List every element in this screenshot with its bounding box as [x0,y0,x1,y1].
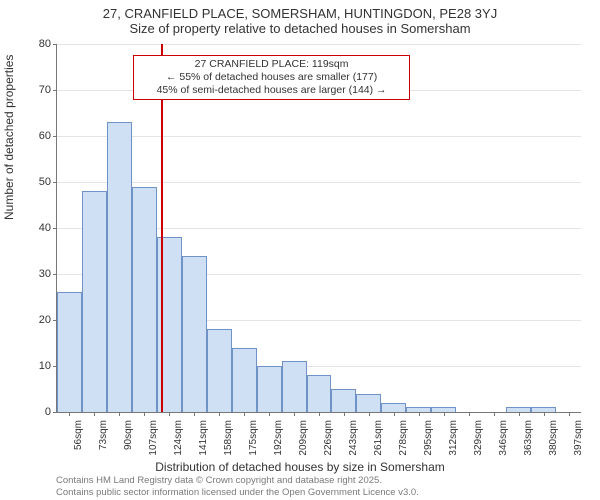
x-tick-label: 226sqm [323,418,334,456]
x-tick-mark [444,412,445,416]
annotation-line: 45% of semi-detached houses are larger (… [138,84,405,97]
x-tick-mark [94,412,95,416]
x-tick-label: 107sqm [148,418,159,456]
histogram-bar [282,361,307,412]
x-tick-mark [294,412,295,416]
histogram-bar [57,292,82,412]
x-tick-label: 261sqm [373,418,384,456]
x-tick-label: 363sqm [523,418,534,456]
x-tick-mark [144,412,145,416]
x-tick-mark [369,412,370,416]
y-tick-mark [53,228,57,229]
gridline [57,136,581,137]
x-tick-label: 73sqm [98,418,109,450]
y-tick-mark [53,90,57,91]
x-tick-label: 312sqm [448,418,459,456]
x-tick-mark [69,412,70,416]
x-tick-label: 278sqm [398,418,409,456]
x-axis-label: Distribution of detached houses by size … [0,460,600,474]
chart-title-line1: 27, CRANFIELD PLACE, SOMERSHAM, HUNTINGD… [0,0,600,21]
x-tick-label: 346sqm [498,418,509,456]
x-tick-mark [394,412,395,416]
histogram-bar [232,348,257,412]
x-tick-mark [119,412,120,416]
x-tick-label: 397sqm [573,418,584,456]
y-tick-mark [53,274,57,275]
x-tick-mark [169,412,170,416]
x-tick-mark [569,412,570,416]
annotation-box: 27 CRANFIELD PLACE: 119sqm← 55% of detac… [133,55,410,100]
gridline [57,44,581,45]
histogram-bar [132,187,157,412]
footer-line1: Contains HM Land Registry data © Crown c… [56,475,419,486]
histogram-bar [182,256,207,412]
chart-title-line2: Size of property relative to detached ho… [0,21,600,36]
x-tick-mark [544,412,545,416]
x-tick-label: 90sqm [123,418,134,450]
x-tick-label: 209sqm [298,418,309,456]
histogram-bar [356,394,381,412]
x-tick-mark [244,412,245,416]
histogram-bar [381,403,406,412]
x-tick-mark [269,412,270,416]
histogram-bar [207,329,232,412]
y-axis-label: Number of detached properties [2,55,16,220]
x-tick-mark [219,412,220,416]
footer-line2: Contains public sector information licen… [56,487,419,498]
plot-area: 0102030405060708056sqm73sqm90sqm107sqm12… [56,44,581,413]
gridline [57,182,581,183]
y-tick-mark [53,136,57,137]
x-tick-label: 243sqm [348,418,359,456]
x-tick-label: 158sqm [223,418,234,456]
x-tick-label: 124sqm [173,418,184,456]
x-tick-mark [519,412,520,416]
x-tick-mark [319,412,320,416]
annotation-line: 27 CRANFIELD PLACE: 119sqm [138,58,405,71]
y-tick-mark [53,412,57,413]
x-tick-mark [344,412,345,416]
annotation-line: ← 55% of detached houses are smaller (17… [138,71,405,84]
histogram-bar [331,389,356,412]
attribution-footer: Contains HM Land Registry data © Crown c… [56,475,419,498]
x-tick-label: 295sqm [423,418,434,456]
x-tick-label: 56sqm [73,418,84,450]
x-tick-mark [419,412,420,416]
x-tick-label: 380sqm [548,418,559,456]
histogram-bar [82,191,107,412]
y-tick-mark [53,44,57,45]
x-tick-mark [494,412,495,416]
x-tick-label: 192sqm [273,418,284,456]
x-tick-label: 329sqm [473,418,484,456]
y-tick-mark [53,182,57,183]
x-tick-mark [469,412,470,416]
histogram-bar [107,122,132,412]
x-tick-label: 175sqm [248,418,259,456]
histogram-chart: 27, CRANFIELD PLACE, SOMERSHAM, HUNTINGD… [0,0,600,500]
x-tick-mark [194,412,195,416]
x-tick-label: 141sqm [198,418,209,456]
histogram-bar [257,366,282,412]
histogram-bar [307,375,332,412]
